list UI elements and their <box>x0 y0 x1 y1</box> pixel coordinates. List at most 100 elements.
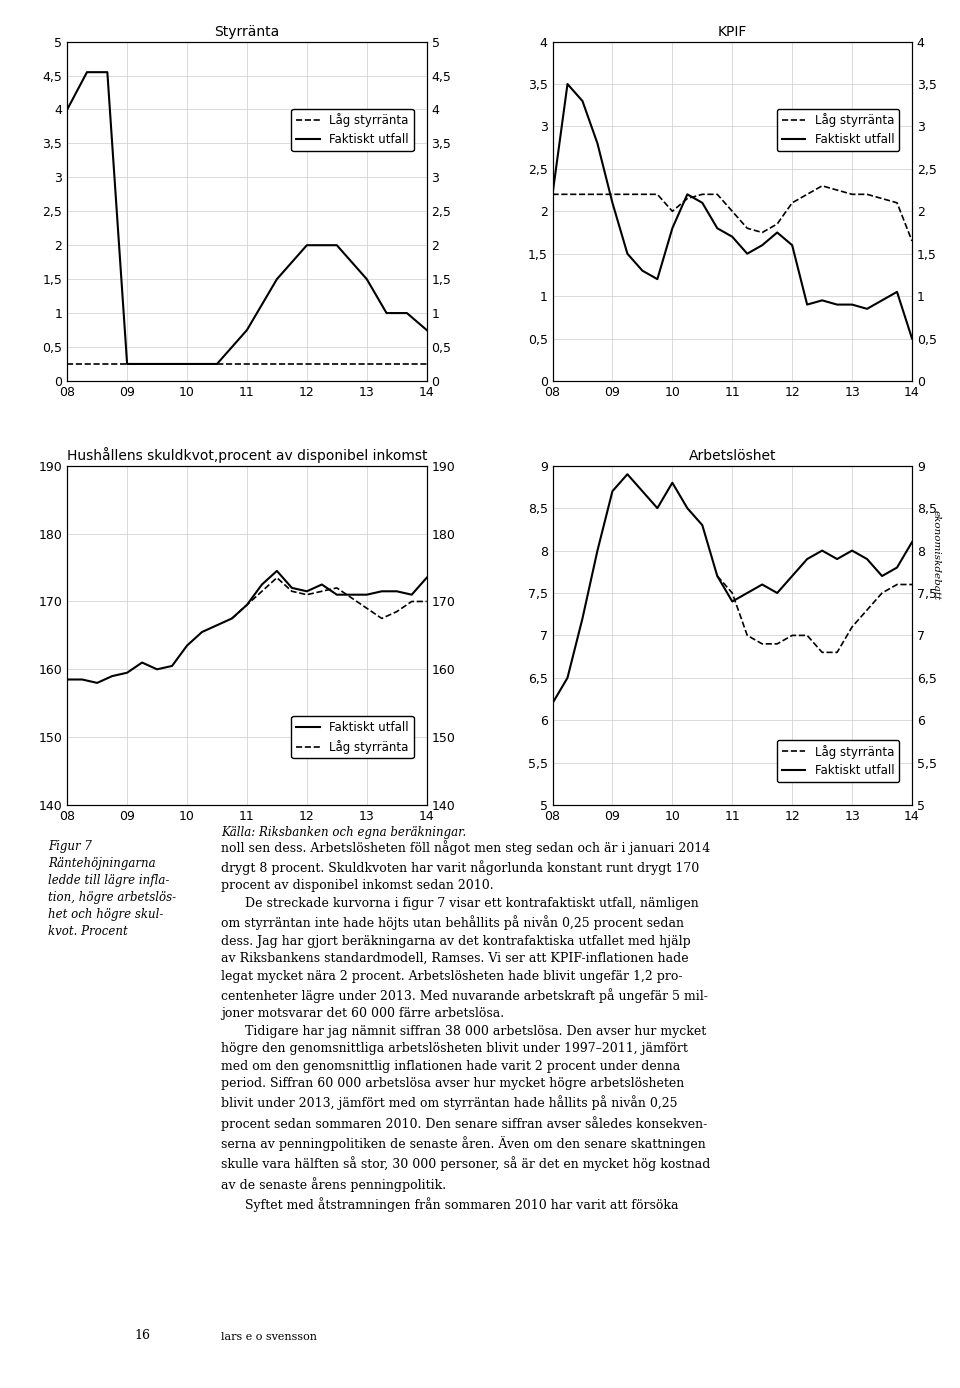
Låg styrränta <box>271 569 282 586</box>
Faktiskt utfall <box>756 237 768 254</box>
Låg styrränta <box>61 355 73 372</box>
Faktiskt utfall <box>816 291 828 308</box>
Låg styrränta <box>711 186 723 203</box>
Låg styrränta <box>562 186 573 203</box>
Faktiskt utfall <box>361 586 372 602</box>
Faktiskt utfall <box>802 296 813 312</box>
Faktiskt utfall <box>121 665 132 682</box>
Faktiskt utfall <box>682 186 693 203</box>
Låg styrränta <box>816 178 828 194</box>
Faktiskt utfall <box>682 500 693 516</box>
Låg styrränta <box>271 355 282 372</box>
Faktiskt utfall <box>756 576 768 593</box>
Låg styrränta <box>346 590 357 607</box>
Faktiskt utfall <box>741 584 753 601</box>
Legend: Faktiskt utfall, Låg styrränta: Faktiskt utfall, Låg styrränta <box>292 716 414 758</box>
Låg styrränta <box>227 611 238 627</box>
Faktiskt utfall <box>181 637 193 654</box>
Legend: Låg styrränta, Faktiskt utfall: Låg styrränta, Faktiskt utfall <box>777 108 899 151</box>
Faktiskt utfall <box>376 583 388 600</box>
Låg styrränta <box>622 186 634 203</box>
Låg styrränta <box>802 186 813 203</box>
Faktiskt utfall <box>772 225 783 242</box>
Title: Styrränta: Styrränta <box>214 25 279 39</box>
Faktiskt utfall <box>562 76 573 93</box>
Låg styrränta <box>331 355 343 372</box>
Faktiskt utfall <box>181 355 193 372</box>
Låg styrränta <box>816 644 828 661</box>
Låg styrränta <box>181 355 193 372</box>
Faktiskt utfall <box>831 296 843 312</box>
Faktiskt utfall <box>102 64 113 81</box>
Text: 16: 16 <box>134 1330 151 1342</box>
Låg styrränta <box>666 203 678 219</box>
Faktiskt utfall <box>316 576 327 593</box>
Line: Faktiskt utfall: Faktiskt utfall <box>553 85 912 339</box>
Faktiskt utfall <box>847 296 858 312</box>
Faktiskt utfall <box>136 654 148 670</box>
Låg styrränta <box>906 233 918 250</box>
Låg styrränta <box>772 215 783 232</box>
Faktiskt utfall <box>772 584 783 601</box>
Title: Hushållens skuldkvot,procent av disponibel inkomst: Hushållens skuldkvot,procent av disponib… <box>66 447 427 464</box>
Låg styrränta <box>331 580 343 597</box>
Låg styrränta <box>361 355 372 372</box>
Faktiskt utfall <box>562 669 573 686</box>
Låg styrränta <box>891 576 902 593</box>
Faktiskt utfall <box>82 64 93 81</box>
Låg styrränta <box>420 593 432 609</box>
Låg styrränta <box>682 190 693 207</box>
Låg styrränta <box>727 203 738 219</box>
Faktiskt utfall <box>622 246 634 262</box>
Låg styrränta <box>906 576 918 593</box>
Faktiskt utfall <box>286 580 298 597</box>
Låg styrränta <box>391 604 402 620</box>
Låg styrränta <box>547 186 559 203</box>
Faktiskt utfall <box>622 466 634 483</box>
Faktiskt utfall <box>211 616 223 633</box>
Legend: Låg styrränta, Faktiskt utfall: Låg styrränta, Faktiskt utfall <box>777 740 899 783</box>
Faktiskt utfall <box>802 551 813 568</box>
Line: Låg styrränta: Låg styrränta <box>717 576 912 652</box>
Text: lars e o svensson: lars e o svensson <box>221 1332 317 1342</box>
Låg styrränta <box>861 601 873 618</box>
Låg styrränta <box>391 355 402 372</box>
Faktiskt utfall <box>91 675 103 691</box>
Faktiskt utfall <box>107 668 118 684</box>
Faktiskt utfall <box>666 219 678 236</box>
Faktiskt utfall <box>636 262 648 279</box>
Låg styrränta <box>121 355 132 372</box>
Faktiskt utfall <box>77 672 88 688</box>
Faktiskt utfall <box>847 543 858 559</box>
Faktiskt utfall <box>666 475 678 491</box>
Faktiskt utfall <box>636 483 648 500</box>
Text: Figur 7
Räntehöjningarna
ledde till lägre infla-
tion, högre arbetslös-
het och : Figur 7 Räntehöjningarna ledde till lägr… <box>48 840 176 938</box>
Faktiskt utfall <box>697 194 708 211</box>
Låg styrränta <box>786 627 798 644</box>
Faktiskt utfall <box>697 516 708 533</box>
Låg styrränta <box>876 584 888 601</box>
Faktiskt utfall <box>786 237 798 254</box>
Faktiskt utfall <box>121 355 132 372</box>
Faktiskt utfall <box>652 271 663 287</box>
Faktiskt utfall <box>711 568 723 584</box>
Faktiskt utfall <box>391 583 402 600</box>
Låg styrränta <box>697 186 708 203</box>
Låg styrränta <box>756 636 768 652</box>
Låg styrränta <box>711 568 723 584</box>
Låg styrränta <box>756 225 768 242</box>
Låg styrränta <box>301 586 313 602</box>
Faktiskt utfall <box>727 229 738 246</box>
Låg styrränta <box>741 219 753 236</box>
Faktiskt utfall <box>346 586 357 602</box>
Låg styrränta <box>211 355 223 372</box>
Line: Faktiskt utfall: Faktiskt utfall <box>553 475 912 704</box>
Låg styrränta <box>316 583 327 600</box>
Låg styrränta <box>286 583 298 600</box>
Text: noll sen dess. Arbetslösheten föll något men steg sedan och är i januari 2014
dr: noll sen dess. Arbetslösheten föll något… <box>221 840 710 1212</box>
Faktiskt utfall <box>331 237 343 254</box>
Faktiskt utfall <box>591 543 603 559</box>
Faktiskt utfall <box>61 101 73 118</box>
Faktiskt utfall <box>786 568 798 584</box>
Faktiskt utfall <box>816 543 828 559</box>
